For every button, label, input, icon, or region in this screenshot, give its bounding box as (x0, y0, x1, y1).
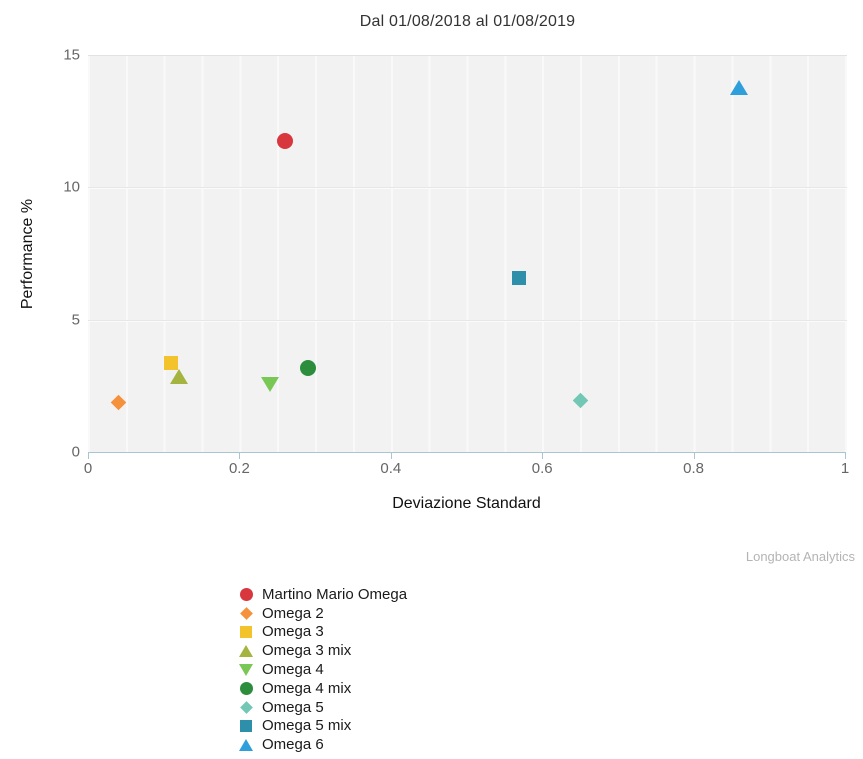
diamond-marker-icon (239, 700, 253, 714)
legend-item-omega-4[interactable]: Omega 4 (238, 660, 407, 679)
data-point-martino-mario-omega[interactable] (276, 132, 294, 150)
data-point-omega-5-mix[interactable] (510, 269, 528, 287)
data-point-omega-5[interactable] (571, 391, 589, 409)
legend-swatch (238, 625, 254, 638)
legend-item-omega-6[interactable]: Omega 6 (238, 735, 407, 754)
h-gridline (88, 319, 847, 322)
legend-item-omega-3[interactable]: Omega 3 (238, 623, 407, 642)
legend-swatch (238, 738, 254, 751)
x-tick (693, 452, 695, 459)
legend-item-omega-4-mix[interactable]: Omega 4 mix (238, 679, 407, 698)
legend: Martino Mario Omega Omega 2 Omega 3 Omega 3… (238, 585, 407, 754)
legend-item-omega-5[interactable]: Omega 5 (238, 698, 407, 717)
square-marker-icon (164, 356, 179, 370)
data-point-omega-6[interactable] (730, 79, 749, 97)
square-marker-icon (240, 625, 252, 638)
tri-up-marker-icon (239, 644, 253, 657)
chart-title: Dal 01/08/2018 al 01/08/2019 (359, 13, 576, 30)
data-point-omega-2[interactable] (109, 394, 127, 412)
legend-swatch (238, 606, 254, 620)
legend-swatch (238, 663, 254, 676)
x-tick-label: 0.8 (683, 460, 705, 477)
x-tick (845, 452, 846, 459)
x-tick-label: 0 (83, 460, 93, 477)
square-marker-icon (240, 719, 252, 732)
watermark: Longboat Analytics (745, 549, 855, 564)
h-gridline (88, 187, 847, 190)
circle-marker-icon (276, 132, 293, 149)
tri-down-marker-icon (239, 663, 253, 676)
square-marker-icon (512, 271, 527, 286)
legend-swatch (238, 681, 254, 695)
x-tick (542, 452, 544, 459)
tri-up-marker-icon (239, 738, 253, 751)
legend-item-label: Omega 3 (262, 623, 324, 641)
x-axis-title: Deviazione Standard (392, 495, 541, 512)
tri-up-marker-icon (169, 368, 188, 384)
legend-item-omega-3-mix[interactable]: Omega 3 mix (238, 641, 407, 660)
x-tick-label: 0.6 (531, 460, 553, 477)
plot-area (88, 55, 847, 452)
data-point-omega-4[interactable] (260, 375, 279, 393)
legend-swatch (238, 644, 254, 657)
legend-item-martino-mario-omega[interactable]: Martino Mario Omega (238, 585, 407, 604)
circle-marker-icon (239, 587, 253, 601)
legend-item-label: Omega 4 (262, 661, 324, 679)
x-tick-label: 1 (840, 460, 850, 477)
legend-item-label: Omega 5 (262, 698, 324, 716)
x-tick-label: 0.2 (228, 460, 250, 477)
data-point-omega-4-mix[interactable] (299, 359, 317, 377)
y-tick-label: 0 (71, 443, 80, 461)
data-point-omega-3-mix[interactable] (169, 367, 188, 385)
x-axis-line (88, 452, 845, 453)
x-tick (88, 452, 89, 459)
x-tick (390, 452, 392, 459)
legend-item-label: Omega 6 (262, 736, 324, 754)
y-axis-title: Performance % (19, 198, 36, 310)
legend-item-omega-5-mix[interactable]: Omega 5 mix (238, 717, 407, 736)
data-point-omega-3[interactable] (162, 354, 180, 372)
legend-item-label: Omega 3 mix (262, 642, 352, 660)
legend-swatch (238, 719, 254, 732)
tri-up-marker-icon (730, 80, 749, 96)
y-tick-label: 15 (63, 46, 80, 64)
x-tick (239, 452, 241, 459)
legend-item-label: Omega 5 mix (262, 717, 352, 735)
diamond-marker-icon (239, 606, 253, 620)
legend-item-omega-2[interactable]: Omega 2 (238, 604, 407, 623)
x-tick-label: 0.4 (380, 460, 402, 477)
y-tick-label: 10 (63, 178, 80, 196)
legend-swatch (238, 700, 254, 714)
diamond-marker-icon (572, 392, 588, 408)
y-tick-label: 5 (71, 311, 80, 329)
legend-item-label: Omega 4 mix (262, 679, 352, 697)
legend-item-label: Omega 2 (262, 604, 324, 622)
tri-down-marker-icon (260, 376, 279, 392)
circle-marker-icon (239, 681, 253, 695)
legend-swatch (238, 587, 254, 601)
circle-marker-icon (299, 360, 316, 377)
legend-item-label: Martino Mario Omega (262, 585, 408, 603)
diamond-marker-icon (110, 394, 127, 411)
